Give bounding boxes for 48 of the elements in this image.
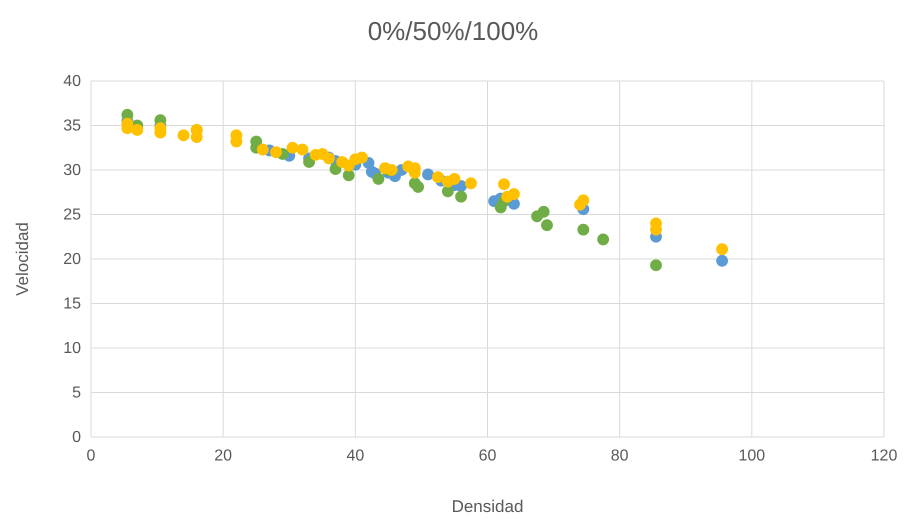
point xyxy=(650,259,662,272)
point xyxy=(597,234,610,246)
point xyxy=(432,171,444,184)
point xyxy=(465,177,477,190)
point xyxy=(356,152,368,164)
y-tick-label: 20 xyxy=(63,251,82,268)
y-tick-label: 15 xyxy=(63,296,82,313)
y-axis-title: Velocidad xyxy=(13,222,32,296)
point xyxy=(716,254,728,267)
chart-title: 0%/50%/100% xyxy=(368,16,538,46)
y-tick-label: 0 xyxy=(72,429,82,446)
point xyxy=(412,181,424,193)
point xyxy=(538,206,550,218)
point xyxy=(716,243,728,256)
point xyxy=(455,190,467,203)
y-tick-label: 5 xyxy=(72,384,82,402)
x-tick-label: 0 xyxy=(86,447,96,464)
x-axis-title: Densidad xyxy=(452,497,524,516)
point xyxy=(442,185,454,198)
y-tick-label: 30 xyxy=(63,162,82,180)
point xyxy=(577,224,590,236)
point xyxy=(303,156,315,168)
point xyxy=(270,146,282,158)
x-tick-label: 60 xyxy=(478,447,496,464)
y-tick-label: 25 xyxy=(63,206,82,224)
point xyxy=(342,169,355,182)
x-tick-label: 20 xyxy=(214,447,232,464)
point xyxy=(508,188,520,200)
point xyxy=(286,142,298,154)
point xyxy=(422,168,434,180)
point xyxy=(448,172,460,185)
x-tick-label: 80 xyxy=(610,447,629,464)
y-tick-label: 40 xyxy=(63,73,82,90)
point xyxy=(498,178,510,190)
y-tick-label: 35 xyxy=(63,118,82,135)
point xyxy=(256,144,269,156)
y-tick-label: 10 xyxy=(63,340,82,358)
point xyxy=(178,129,190,142)
point xyxy=(131,124,144,136)
x-tick-label: 120 xyxy=(870,447,898,464)
point xyxy=(330,163,342,176)
point xyxy=(372,172,384,185)
point xyxy=(577,194,590,206)
point xyxy=(386,164,398,176)
x-tick-label: 100 xyxy=(738,447,766,464)
point xyxy=(296,144,308,156)
point xyxy=(541,219,553,232)
x-tick-label: 40 xyxy=(346,447,364,464)
